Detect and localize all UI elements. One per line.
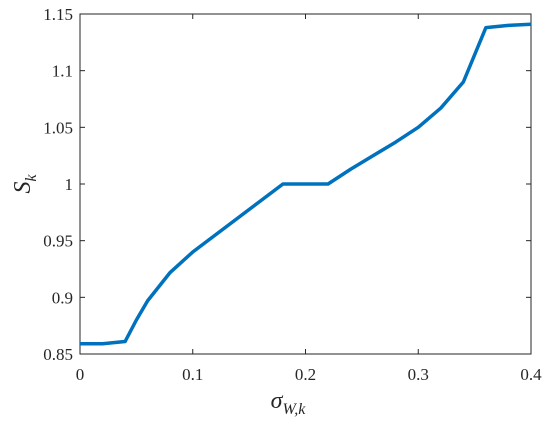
y-axis-label-sub: k [23,174,40,182]
y-tick-label: 1.05 [43,118,73,137]
x-axis-label: σW,k [271,388,307,418]
x-axis-label-sub: W,k [282,401,306,418]
data-line [80,22,532,346]
x-tick-label: 0 [76,365,85,384]
y-axis-label: Sk [10,174,40,194]
y-tick-label: 1 [65,175,74,194]
x-tick-label: 0.3 [408,365,429,384]
y-tick-label: 1.1 [52,62,73,81]
y-tick-label: 0.95 [43,232,73,251]
y-axis-label-base: S [10,182,36,194]
x-axis-label-base: σ [271,388,284,414]
y-tick-label: 0.85 [43,345,73,364]
y-tick-label: 1.15 [43,5,73,24]
x-tick-label: 0.2 [295,365,316,384]
x-tick-label: 0.1 [182,365,203,384]
x-tick-label: 0.4 [520,365,542,384]
y-tick-label: 0.9 [52,288,73,307]
